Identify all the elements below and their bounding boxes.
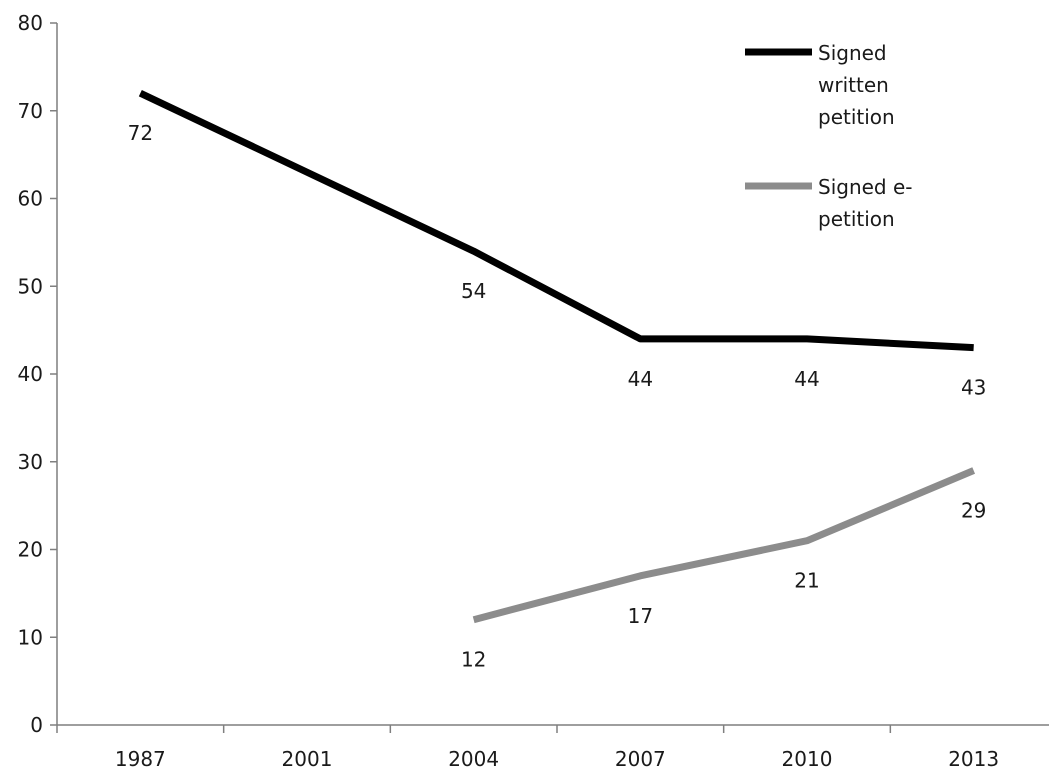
legend-label: Signed	[818, 41, 887, 65]
series-line-2	[472, 467, 976, 624]
legend-label: Signed e-	[818, 175, 913, 199]
legend-label: petition	[818, 207, 895, 231]
data-label: 54	[461, 279, 486, 303]
x-tick-label: 2013	[948, 747, 999, 770]
data-label: 43	[961, 376, 986, 400]
data-labels: 72 54 44 44 43 12 17 21 29	[128, 121, 987, 672]
y-tick-label: 0	[30, 713, 43, 737]
data-label: 21	[794, 569, 819, 593]
y-tick-label: 10	[18, 625, 43, 649]
x-tick-label: 2010	[782, 747, 833, 770]
x-tick-label: 2001	[282, 747, 333, 770]
data-label: 44	[628, 367, 653, 391]
y-tick-label: 60	[18, 187, 43, 211]
data-label: 72	[128, 121, 153, 145]
y-tick-label: 30	[18, 450, 43, 474]
x-tick-label: 2007	[615, 747, 666, 770]
series-lines	[138, 90, 976, 624]
y-tick-label: 50	[18, 274, 43, 298]
legend-label: written	[818, 73, 889, 97]
y-tick-label: 80	[18, 11, 43, 35]
legend-label: petition	[818, 105, 895, 129]
data-label: 12	[461, 648, 486, 672]
axes: 0 10 20 30 40 50 60 70 80 1987 2001 2004 2007 2010 201…	[18, 11, 1049, 770]
legend: Signed written petition Signed e-petition	[745, 41, 913, 231]
data-label: 44	[794, 367, 819, 391]
series-line-1	[138, 90, 974, 352]
y-tick-label: 40	[18, 362, 43, 386]
y-tick-label: 20	[18, 538, 43, 562]
x-tick-label: 2004	[448, 747, 499, 770]
data-label: 29	[961, 499, 986, 523]
data-label: 17	[628, 604, 653, 628]
y-tick-label: 70	[18, 99, 43, 123]
x-tick-label: 1987	[115, 747, 166, 770]
